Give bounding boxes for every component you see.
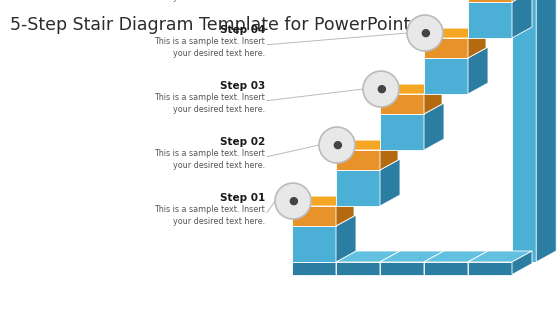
- Polygon shape: [424, 28, 486, 38]
- Polygon shape: [380, 140, 398, 170]
- Polygon shape: [292, 226, 336, 262]
- Polygon shape: [468, 0, 512, 2]
- Polygon shape: [424, 84, 442, 114]
- Text: Step 03: Step 03: [220, 81, 265, 91]
- Text: ●: ●: [420, 28, 430, 38]
- Polygon shape: [380, 262, 424, 275]
- Polygon shape: [468, 262, 512, 275]
- Polygon shape: [336, 159, 400, 170]
- Polygon shape: [380, 94, 424, 114]
- Polygon shape: [380, 159, 400, 206]
- Text: ●: ●: [288, 196, 298, 206]
- Circle shape: [275, 183, 311, 219]
- Circle shape: [363, 71, 399, 107]
- Polygon shape: [336, 262, 380, 275]
- Text: ●: ●: [376, 84, 386, 94]
- Polygon shape: [468, 251, 532, 262]
- Polygon shape: [424, 262, 468, 275]
- Text: This is a sample text. Insert
your desired text here.: This is a sample text. Insert your desir…: [154, 93, 265, 113]
- Polygon shape: [380, 114, 424, 150]
- Polygon shape: [424, 58, 468, 94]
- Circle shape: [319, 127, 355, 163]
- Polygon shape: [336, 140, 398, 150]
- Polygon shape: [380, 103, 444, 114]
- Polygon shape: [424, 47, 488, 58]
- Polygon shape: [292, 215, 356, 226]
- Polygon shape: [292, 251, 356, 262]
- Polygon shape: [512, 0, 532, 38]
- Polygon shape: [380, 251, 444, 262]
- Text: ●: ●: [332, 140, 342, 150]
- Polygon shape: [336, 215, 356, 262]
- Polygon shape: [336, 251, 356, 275]
- Polygon shape: [468, 251, 488, 275]
- Polygon shape: [424, 38, 468, 58]
- Polygon shape: [336, 251, 400, 262]
- Polygon shape: [468, 47, 488, 94]
- Text: Step 01: Step 01: [220, 193, 265, 203]
- Text: This is a sample text. Insert
your desired text here.: This is a sample text. Insert your desir…: [154, 0, 265, 2]
- Text: This is a sample text. Insert
your desired text here.: This is a sample text. Insert your desir…: [154, 205, 265, 225]
- Text: Step 02: Step 02: [220, 137, 265, 147]
- Polygon shape: [468, 2, 512, 38]
- Polygon shape: [336, 150, 380, 170]
- Polygon shape: [424, 103, 444, 150]
- Text: 5-Step Stair Diagram Template for PowerPoint: 5-Step Stair Diagram Template for PowerP…: [10, 16, 410, 34]
- Polygon shape: [292, 196, 354, 206]
- Polygon shape: [512, 251, 532, 275]
- Polygon shape: [536, 0, 556, 262]
- Polygon shape: [468, 28, 486, 58]
- Polygon shape: [336, 170, 380, 206]
- Polygon shape: [468, 0, 532, 2]
- Circle shape: [407, 15, 443, 51]
- Polygon shape: [512, 0, 530, 2]
- Polygon shape: [512, 0, 536, 262]
- Polygon shape: [292, 262, 336, 275]
- Text: This is a sample text. Insert
your desired text here.: This is a sample text. Insert your desir…: [154, 149, 265, 170]
- Polygon shape: [380, 251, 400, 275]
- Polygon shape: [424, 251, 488, 262]
- Polygon shape: [424, 251, 444, 275]
- Text: This is a sample text. Insert
your desired text here.: This is a sample text. Insert your desir…: [154, 37, 265, 57]
- Polygon shape: [336, 196, 354, 226]
- Polygon shape: [380, 84, 442, 94]
- Text: Step 04: Step 04: [220, 25, 265, 35]
- Polygon shape: [292, 206, 336, 226]
